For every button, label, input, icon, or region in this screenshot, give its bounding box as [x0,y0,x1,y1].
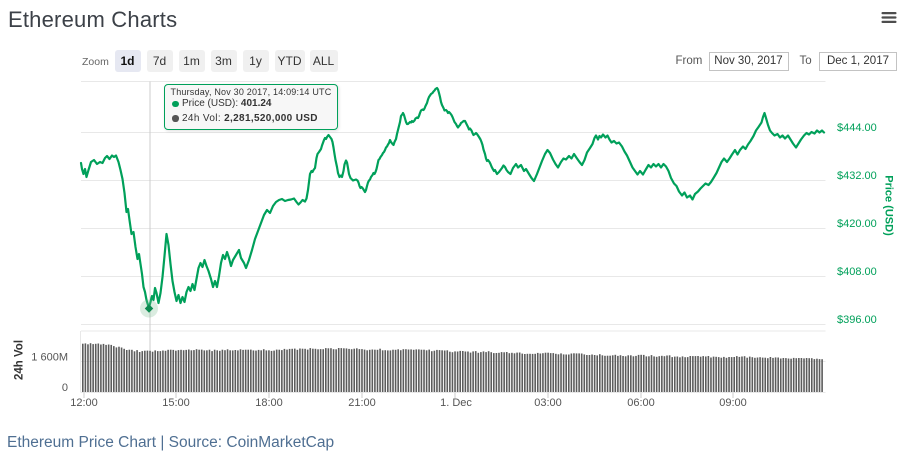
svg-text:18:00: 18:00 [255,397,283,409]
svg-text:21:00: 21:00 [348,397,376,409]
svg-text:Price (USD): Price (USD) [883,175,895,236]
svg-text:$432.00: $432.00 [837,170,877,182]
svg-text:03:00: 03:00 [534,397,562,409]
svg-text:1 600M: 1 600M [31,352,68,364]
svg-text:$420.00: $420.00 [837,218,877,230]
svg-text:06:00: 06:00 [627,397,655,409]
svg-text:24h Vol: 24h Vol [14,340,26,380]
svg-text:1. Dec: 1. Dec [440,397,472,409]
svg-text:12:00: 12:00 [70,397,98,409]
svg-text:$444.00: $444.00 [837,122,877,134]
svg-text:$408.00: $408.00 [837,266,877,278]
svg-text:15:00: 15:00 [162,397,190,409]
svg-text:0: 0 [62,382,68,394]
svg-text:09:00: 09:00 [719,397,747,409]
svg-text:$396.00: $396.00 [837,314,877,326]
